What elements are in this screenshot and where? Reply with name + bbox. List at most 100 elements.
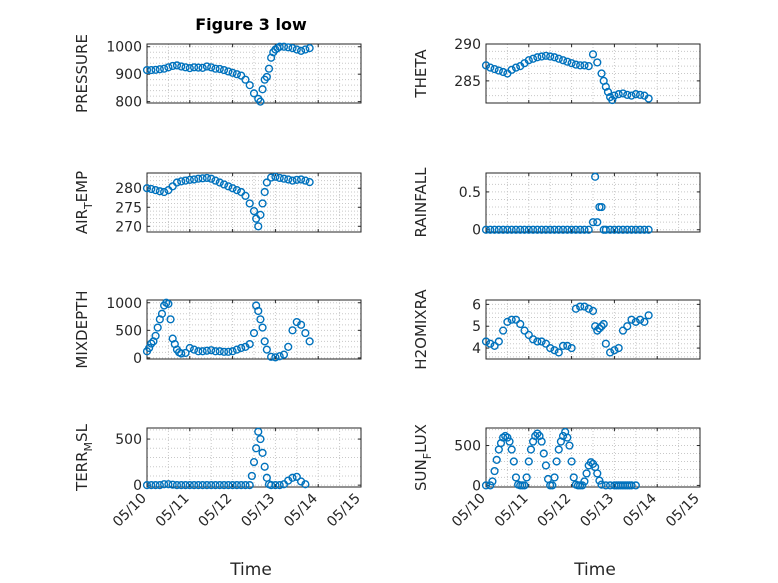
data-points <box>142 172 314 231</box>
subplot-pressure: 800 900 1000 PRESSURE <box>73 34 362 113</box>
data-point <box>292 45 301 54</box>
data-point <box>550 53 559 62</box>
y-axis-label: MIXDEPTH <box>73 290 91 368</box>
data-point <box>198 347 207 356</box>
data-point <box>627 225 636 234</box>
data-point <box>168 61 177 71</box>
x-tick-label: 05/10 <box>449 491 489 531</box>
x-tick-label: 05/14 <box>620 490 660 530</box>
data-point <box>219 180 229 189</box>
data-point <box>275 352 284 361</box>
data-point <box>595 476 604 485</box>
data-point <box>151 481 160 490</box>
data-point <box>305 337 314 346</box>
data-point <box>256 434 265 444</box>
data-point <box>284 43 293 52</box>
data-point <box>256 315 265 324</box>
data-point <box>194 347 203 356</box>
data-point <box>554 54 563 63</box>
data-point <box>601 82 610 91</box>
data-point <box>584 62 593 71</box>
data-point <box>533 337 542 346</box>
data-point <box>618 89 628 98</box>
x-axis-label-right: Time <box>573 560 616 580</box>
data-point <box>260 187 269 197</box>
data-point <box>597 480 606 489</box>
data-point <box>252 444 261 453</box>
data-point <box>279 174 289 183</box>
data-point <box>507 225 516 234</box>
data-point <box>241 191 250 200</box>
data-point <box>228 68 237 77</box>
data-point <box>202 481 212 490</box>
data-point <box>550 225 559 234</box>
data-point <box>237 481 246 490</box>
data-point <box>211 64 220 73</box>
data-point <box>305 44 314 53</box>
data-point <box>185 343 194 353</box>
data-point <box>232 345 241 354</box>
data-point <box>516 225 525 234</box>
data-point <box>202 173 212 183</box>
data-point <box>511 315 521 324</box>
data-point <box>177 177 186 186</box>
data-point <box>262 72 271 82</box>
data-point <box>580 302 589 311</box>
y-tick-label: 6 <box>472 297 481 313</box>
data-point <box>155 187 164 196</box>
y-tick-label: 500 <box>115 432 142 448</box>
data-points <box>481 302 653 357</box>
data-point <box>511 63 521 72</box>
data-point <box>627 315 636 324</box>
axes-box <box>485 43 701 104</box>
data-point <box>580 61 589 70</box>
y-axis-label: PRESSURE <box>73 34 91 113</box>
y-tick-label: 500 <box>115 323 142 339</box>
data-point <box>486 63 495 72</box>
data-point <box>271 481 280 490</box>
axes-box <box>485 172 701 233</box>
y-tick-label: 275 <box>115 200 142 216</box>
data-point <box>232 186 241 195</box>
data-point <box>550 346 559 355</box>
data-point <box>254 306 263 316</box>
data-point <box>486 339 495 348</box>
data-point <box>537 52 546 61</box>
data-point <box>640 317 649 326</box>
data-point <box>520 481 529 490</box>
data-point <box>554 225 563 234</box>
data-point <box>177 349 186 358</box>
x-tick-label: 05/10 <box>110 491 150 531</box>
data-point <box>305 178 314 187</box>
data-point <box>503 433 512 442</box>
data-point <box>168 480 177 489</box>
data-point <box>614 90 623 99</box>
data-point <box>511 225 521 234</box>
data-point <box>157 309 167 318</box>
y-tick-label: 900 <box>115 67 142 83</box>
data-point <box>593 326 602 335</box>
data-point <box>494 66 503 75</box>
data-point <box>528 225 538 234</box>
axes-box <box>146 427 362 488</box>
data-point <box>541 461 551 470</box>
data-point <box>168 182 177 191</box>
data-point <box>194 63 203 72</box>
data-point <box>563 341 572 350</box>
data-point <box>271 353 280 362</box>
data-point <box>256 97 265 106</box>
data-point <box>160 64 169 73</box>
subplot-rainfall: 0 0.5 RAINFALL <box>412 167 701 239</box>
data-point <box>224 481 233 490</box>
data-point <box>563 433 572 442</box>
data-point <box>301 480 310 489</box>
data-point <box>142 65 152 75</box>
data-point <box>189 345 199 354</box>
data-point <box>599 319 608 329</box>
data-point <box>499 225 508 234</box>
data-point <box>567 457 576 466</box>
data-point <box>481 481 491 490</box>
data-point <box>301 176 310 185</box>
data-points <box>142 42 314 106</box>
